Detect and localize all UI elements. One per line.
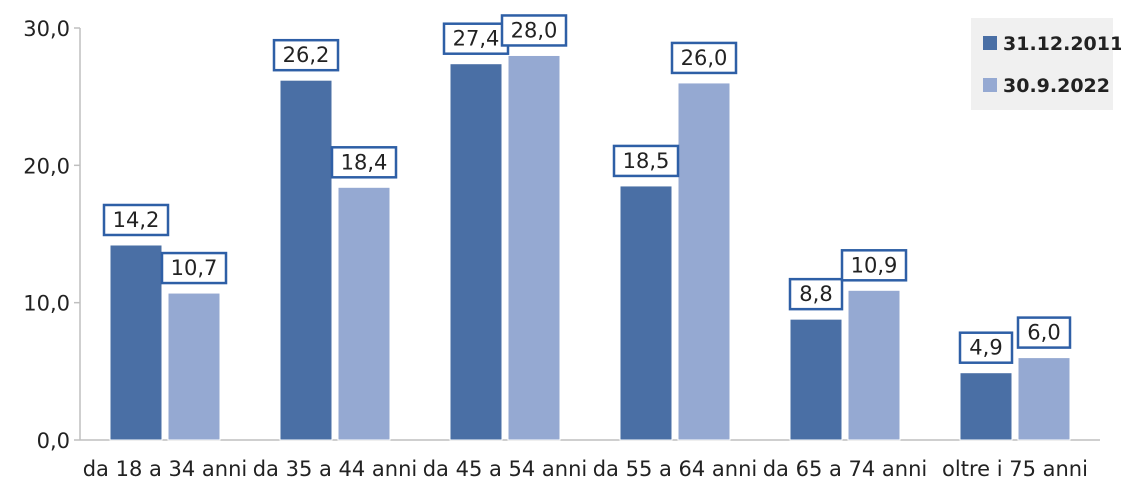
bars-layer <box>109 54 1071 441</box>
data-label: 10,7 <box>171 256 218 280</box>
legend-swatch-series-2 <box>983 78 997 92</box>
data-label: 26,2 <box>283 43 330 67</box>
x-category-label: da 35 a 44 anni <box>253 457 418 481</box>
legend-label-series-2: 30.9.2022 <box>1003 75 1110 97</box>
data-label: 26,0 <box>681 46 728 70</box>
legend-label-series-1: 31.12.2011 <box>1003 33 1121 55</box>
bar <box>167 292 221 441</box>
bar <box>677 82 731 441</box>
bar <box>279 79 333 441</box>
data-label-box <box>840 249 908 282</box>
x-category-label: oltre i 75 anni <box>942 457 1088 481</box>
bar <box>109 244 163 441</box>
bar <box>507 54 561 441</box>
data-label-box <box>788 277 844 311</box>
data-labels-layer: 14,2 10,7 26,2 18,4 27,4 28,0 18,5 26,0 8,8 10,9 4… <box>102 14 1072 364</box>
data-label-box <box>102 203 170 237</box>
data-label-box <box>958 331 1014 364</box>
x-category-label: da 65 a 74 anni <box>763 457 928 481</box>
data-label: 27,4 <box>453 27 500 51</box>
bar <box>847 289 901 441</box>
x-category-label: da 45 a 54 anni <box>423 457 588 481</box>
y-tick-label: 20,0 <box>23 154 70 178</box>
legend-box <box>971 18 1113 110</box>
legend: 31.12.2011 30.9.2022 <box>971 18 1121 110</box>
data-label-box <box>670 41 738 75</box>
data-label: 28,0 <box>511 18 558 42</box>
bar <box>1017 357 1071 441</box>
y-tick-label: 30,0 <box>23 17 70 41</box>
data-label: 4,9 <box>969 336 1002 360</box>
y-tick-label: 0,0 <box>37 429 70 453</box>
data-label-box <box>612 144 680 178</box>
x-category-label: da 18 a 34 anni <box>83 457 248 481</box>
bar <box>337 186 391 441</box>
bar <box>619 185 673 441</box>
data-label: 6,0 <box>1027 321 1060 345</box>
data-label-box <box>500 14 568 47</box>
data-label-box <box>272 38 340 72</box>
data-label: 18,5 <box>623 149 670 173</box>
data-label: 14,2 <box>113 208 160 232</box>
data-label-box <box>330 146 398 179</box>
bar <box>959 372 1013 441</box>
axis-layer: 0,0 10,0 20,0 30,0 da 18 a 34 anni da 35 a 44… <box>23 17 1100 481</box>
bar <box>789 318 843 441</box>
data-label: 18,4 <box>341 150 388 174</box>
bar <box>449 63 503 441</box>
data-label-box <box>160 251 228 285</box>
x-category-label: da 55 a 64 anni <box>593 457 758 481</box>
data-label: 10,9 <box>851 253 898 277</box>
data-label: 8,8 <box>799 282 832 306</box>
data-label-box <box>1016 316 1072 349</box>
y-tick-label: 10,0 <box>23 292 70 316</box>
data-label-box <box>442 22 510 55</box>
legend-swatch-series-1 <box>983 36 997 50</box>
